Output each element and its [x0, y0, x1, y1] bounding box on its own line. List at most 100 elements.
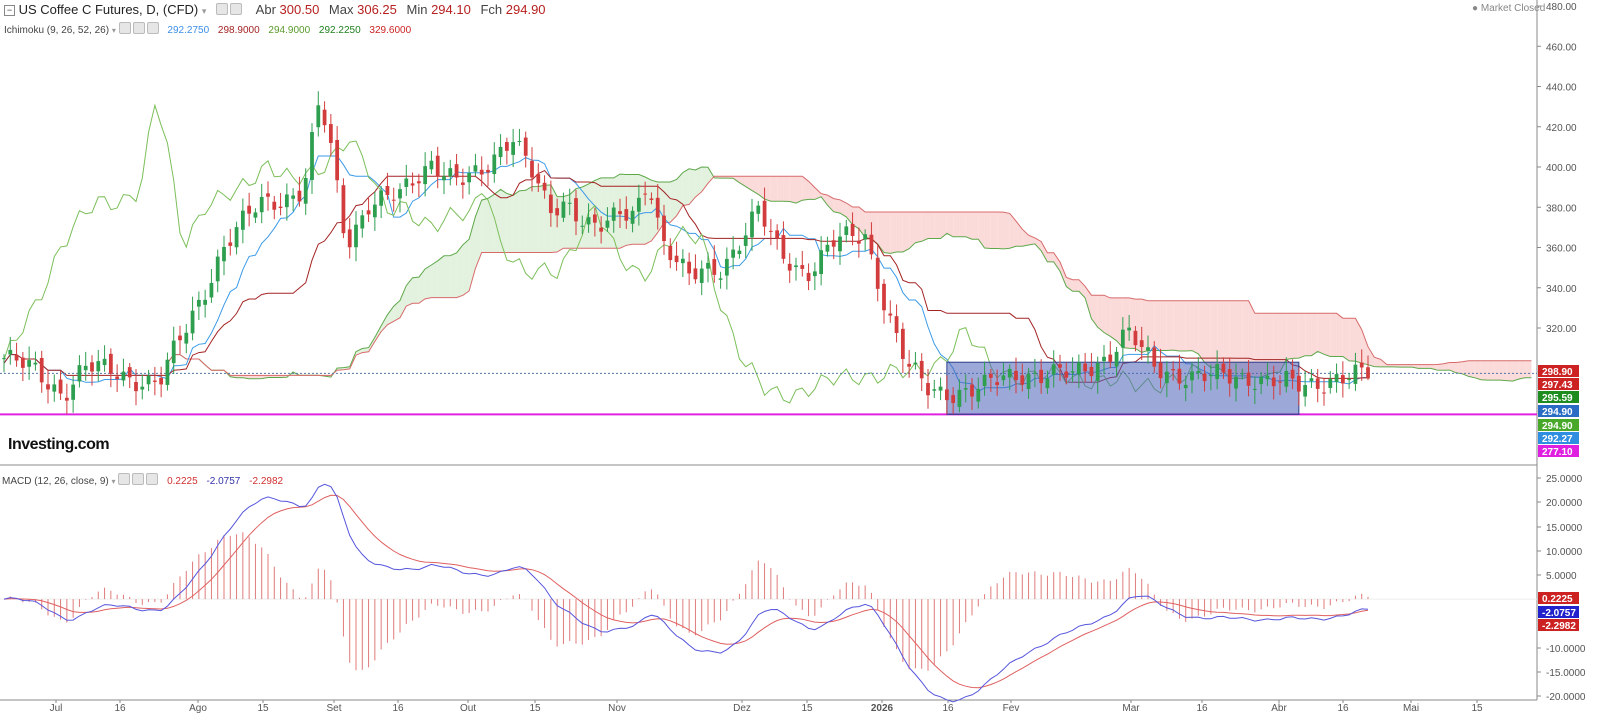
candle-body[interactable] — [938, 386, 943, 391]
candle-body[interactable] — [680, 258, 685, 264]
candle-body[interactable] — [1083, 363, 1088, 372]
candle-body[interactable] — [731, 249, 736, 258]
candle-body[interactable] — [1366, 367, 1370, 379]
candle-body[interactable] — [838, 236, 842, 252]
candle-body[interactable] — [108, 353, 113, 374]
candle-body[interactable] — [234, 227, 239, 248]
candle-body[interactable] — [33, 362, 38, 365]
candle-body[interactable] — [1032, 372, 1037, 374]
candle-body[interactable] — [140, 386, 145, 390]
candle-body[interactable] — [800, 265, 805, 269]
candle-body[interactable] — [517, 140, 522, 142]
candle-body[interactable] — [473, 165, 478, 172]
candle-body[interactable] — [567, 202, 572, 204]
candle-body[interactable] — [530, 160, 534, 178]
candle-body[interactable] — [882, 283, 886, 311]
candle-body[interactable] — [1007, 368, 1012, 378]
candle-body[interactable] — [1045, 378, 1050, 389]
candle-body[interactable] — [662, 215, 666, 242]
candle-body[interactable] — [1215, 364, 1220, 380]
candle-body[interactable] — [907, 363, 912, 367]
candle-body[interactable] — [1026, 374, 1031, 390]
candle-body[interactable] — [1014, 370, 1018, 381]
candle-body[interactable] — [957, 389, 962, 407]
candle-body[interactable] — [159, 377, 164, 385]
candle-body[interactable] — [775, 230, 780, 239]
candle-body[interactable] — [988, 373, 993, 378]
candle-body[interactable] — [611, 207, 616, 221]
collapse-icon[interactable]: − — [4, 5, 15, 16]
candle-body[interactable] — [1196, 371, 1201, 374]
candle-body[interactable] — [435, 155, 440, 177]
candle-body[interactable] — [706, 262, 710, 269]
candle-body[interactable] — [951, 395, 956, 403]
candle-body[interactable] — [152, 380, 157, 382]
candle-body[interactable] — [806, 272, 811, 282]
candle-body[interactable] — [1246, 372, 1251, 386]
candle-body[interactable] — [536, 174, 541, 184]
candle-body[interactable] — [511, 142, 516, 155]
candle-body[interactable] — [1171, 369, 1176, 371]
candle-body[interactable] — [102, 358, 107, 366]
candle-body[interactable] — [14, 354, 19, 361]
candle-body[interactable] — [605, 220, 610, 228]
candle-body[interactable] — [52, 384, 57, 392]
candle-body[interactable] — [134, 382, 138, 392]
candle-body[interactable] — [863, 234, 868, 240]
candle-body[interactable] — [423, 166, 428, 185]
candle-body[interactable] — [1227, 369, 1232, 384]
candle-body[interactable] — [39, 357, 44, 383]
candle-body[interactable] — [1359, 362, 1364, 368]
candle-body[interactable] — [1177, 368, 1182, 384]
candle-body[interactable] — [1347, 379, 1352, 381]
candle-body[interactable] — [1252, 388, 1257, 391]
candle-body[interactable] — [913, 362, 918, 365]
candle-body[interactable] — [1064, 371, 1069, 378]
candle-body[interactable] — [46, 384, 50, 390]
candle-body[interactable] — [875, 257, 880, 289]
chevron-down-icon[interactable]: ▾ — [201, 6, 207, 16]
candle-body[interactable] — [1234, 376, 1238, 389]
candle-body[interactable] — [1296, 375, 1301, 392]
chevron-down-icon[interactable]: ▾ — [111, 26, 116, 35]
candle-body[interactable] — [781, 235, 786, 259]
candle-body[interactable] — [1051, 364, 1056, 375]
visibility-icon[interactable] — [118, 473, 131, 485]
candle-body[interactable] — [756, 205, 761, 214]
candle-body[interactable] — [316, 105, 321, 128]
candle-body[interactable] — [1284, 371, 1289, 387]
candle-body[interactable] — [379, 190, 384, 206]
candle-body[interactable] — [1221, 363, 1226, 373]
candle-body[interactable] — [1208, 375, 1213, 377]
candle-body[interactable] — [335, 140, 340, 181]
close-icon[interactable] — [146, 22, 159, 34]
candle-body[interactable] — [58, 379, 63, 394]
settings-icon[interactable] — [132, 22, 145, 34]
candle-body[interactable] — [794, 265, 798, 268]
candle-body[interactable] — [404, 178, 409, 187]
candle-body[interactable] — [215, 256, 220, 282]
macd-label[interactable]: MACD (12, 26, close, 9) — [2, 476, 109, 487]
candle-body[interactable] — [1265, 375, 1270, 380]
candle-body[interactable] — [523, 137, 528, 156]
candle-body[interactable] — [410, 183, 415, 186]
candle-body[interactable] — [1139, 340, 1144, 347]
candle-body[interactable] — [20, 357, 25, 368]
candle-body[interactable] — [498, 146, 503, 158]
candle-body[interactable] — [284, 194, 289, 208]
candle-body[interactable] — [743, 235, 748, 246]
candle-body[interactable] — [1303, 385, 1308, 397]
candle-body[interactable] — [1146, 347, 1150, 351]
candle-body[interactable] — [586, 217, 591, 225]
candle-body[interactable] — [932, 389, 937, 391]
candle-body[interactable] — [190, 310, 195, 334]
candle-body[interactable] — [825, 244, 830, 252]
candle-body[interactable] — [429, 160, 434, 170]
candle-body[interactable] — [398, 189, 402, 199]
candle-body[interactable] — [762, 200, 767, 227]
candle-body[interactable] — [850, 223, 855, 236]
candle-body[interactable] — [856, 240, 861, 244]
candle-body[interactable] — [1058, 364, 1062, 368]
candle-body[interactable] — [718, 278, 723, 280]
